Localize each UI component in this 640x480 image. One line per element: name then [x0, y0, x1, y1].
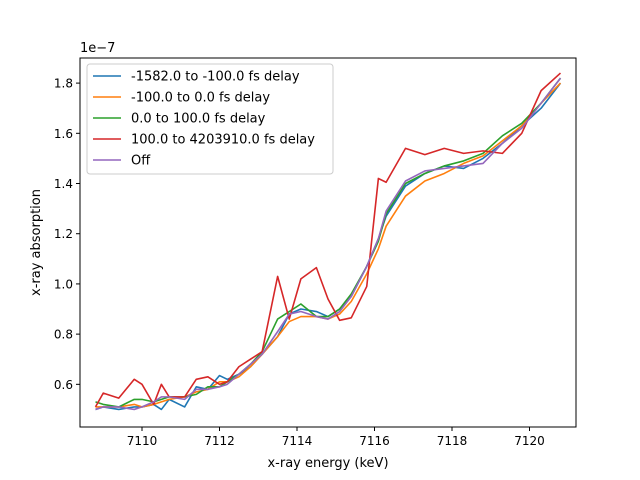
series-line-3: [94, 72, 562, 408]
legend-label-0: -1582.0 to -100.0 fs delay: [131, 70, 300, 85]
y-tick-label: 1.4: [54, 177, 73, 191]
x-tick-label: 7118: [437, 434, 468, 448]
x-tick-label: 7114: [282, 434, 313, 448]
y-axis-offset-label: 1e−7: [80, 41, 115, 56]
x-axis-label: x-ray energy (keV): [267, 456, 388, 471]
y-tick-label: 1.2: [54, 227, 73, 241]
y-tick-label: 0.8: [54, 328, 73, 342]
legend-label-3: 100.0 to 4203910.0 fs delay: [131, 133, 315, 148]
series-line-2: [95, 77, 562, 408]
x-tick-label: 7116: [359, 434, 390, 448]
legend-label-1: -100.0 to 0.0 fs delay: [131, 91, 270, 106]
legend-label-2: 0.0 to 100.0 fs delay: [131, 112, 266, 127]
y-axis-label: x-ray absorption: [29, 189, 44, 296]
series-line-4: [95, 77, 562, 411]
plot-area: [79, 57, 577, 428]
legend-items: -1582.0 to -100.0 fs delay -100.0 to 0.0 …: [93, 70, 315, 169]
series-line-1: [95, 82, 562, 408]
series-layer: [94, 72, 562, 411]
y-tick-label: 0.6: [54, 378, 73, 392]
x-tick-label: 7120: [514, 434, 545, 448]
x-axis-ticks: 7110 7112 7114 7116 7118 7120: [127, 427, 545, 448]
y-tick-label: 1.6: [54, 127, 73, 141]
y-axis-ticks: 0.6 0.8 1.0 1.2 1.4 1.6 1.8: [54, 77, 80, 392]
x-tick-label: 7112: [204, 434, 235, 448]
legend-label-4: Off: [131, 154, 151, 169]
y-tick-label: 1.0: [54, 277, 73, 291]
legend-box: [86, 63, 334, 175]
y-tick-label: 1.8: [54, 77, 73, 91]
axes-frame: [79, 57, 577, 428]
x-tick-label: 7110: [127, 434, 158, 448]
legend: -1582.0 to -100.0 fs delay -100.0 to 0.0 …: [86, 63, 334, 175]
